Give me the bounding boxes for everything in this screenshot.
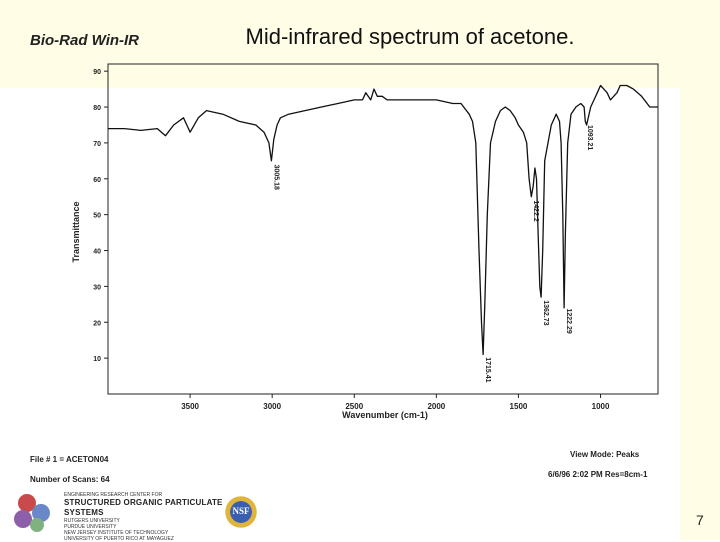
- institution-item: UNIVERSITY OF PUERTO RICO AT MAYAGUEZ: [64, 536, 174, 542]
- file-label: File # 1 = ACETON04: [30, 455, 109, 464]
- brand-label: Bio-Rad Win-IR: [30, 32, 140, 49]
- slide-title: Mid-infrared spectrum of acetone.: [245, 24, 575, 49]
- side-band: [680, 0, 720, 540]
- scans-label: Number of Scans: 64: [30, 475, 110, 484]
- header-band: [0, 0, 720, 88]
- peak-label: 1222.29: [565, 309, 572, 334]
- y-axis-label: Transmittance: [71, 201, 81, 262]
- y-tick-label: 70: [93, 141, 101, 148]
- nsf-logo-icon: NSF: [222, 493, 260, 531]
- y-tick-label: 30: [93, 284, 101, 291]
- x-axis-label: Wavenumber (cm-1): [342, 410, 428, 420]
- y-tick-label: 90: [93, 69, 101, 76]
- x-tick-label: 1000: [592, 402, 610, 411]
- y-tick-label: 10: [93, 356, 101, 363]
- peak-label: 1715.41: [484, 357, 491, 382]
- peak-label: 3005.18: [272, 165, 279, 190]
- institution-item: RUTGERS UNIVERSITY: [64, 518, 120, 524]
- y-tick-label: 60: [93, 177, 101, 184]
- page-number: 7: [696, 512, 704, 528]
- y-tick-label: 50: [93, 213, 101, 220]
- x-tick-label: 2000: [427, 402, 445, 411]
- peaks-layer: 3005.18 1715.41 1422.2 1362.73 1222.29 1093.2…: [272, 125, 593, 383]
- peak-label: 1093.21: [586, 125, 593, 150]
- nsf-label: NSF: [232, 506, 250, 516]
- erc-line: ENGINEERING RESEARCH CENTER FOR: [64, 492, 163, 498]
- x-tick-label: 3500: [181, 402, 199, 411]
- series-layer: [108, 84, 658, 356]
- x-tick-label: 2500: [345, 402, 363, 411]
- ticks-layer: 10 20 30 40 50 60 70 80 90 3500 3000 2500 2000 1500 10…: [93, 69, 610, 411]
- x-tick-label: 3000: [263, 402, 281, 411]
- peak-label: 1422.2: [532, 200, 539, 222]
- y-tick-label: 80: [93, 105, 101, 112]
- sops-credits: ENGINEERING RESEARCH CENTER FOR STRUCTUR…: [64, 492, 224, 542]
- view-mode-label: View Mode: Peaks: [570, 450, 640, 459]
- date-res-label: 6/6/96 2:02 PM Res=8cm-1: [548, 470, 648, 479]
- sops-name: STRUCTURED ORGANIC PARTICULATE SYSTEMS: [64, 498, 223, 517]
- peak-label: 1362.73: [542, 300, 549, 325]
- institution-item: NEW JERSEY INSTITUTE OF TECHNOLOGY: [64, 530, 169, 536]
- series-line-acetone: [108, 84, 658, 356]
- x-tick-label: 1500: [510, 402, 528, 411]
- y-tick-label: 20: [93, 320, 101, 327]
- plot-frame: [107, 63, 659, 395]
- sops-logo-icon: [10, 490, 60, 536]
- y-tick-label: 40: [93, 249, 101, 256]
- institution-item: PURDUE UNIVERSITY: [64, 524, 117, 530]
